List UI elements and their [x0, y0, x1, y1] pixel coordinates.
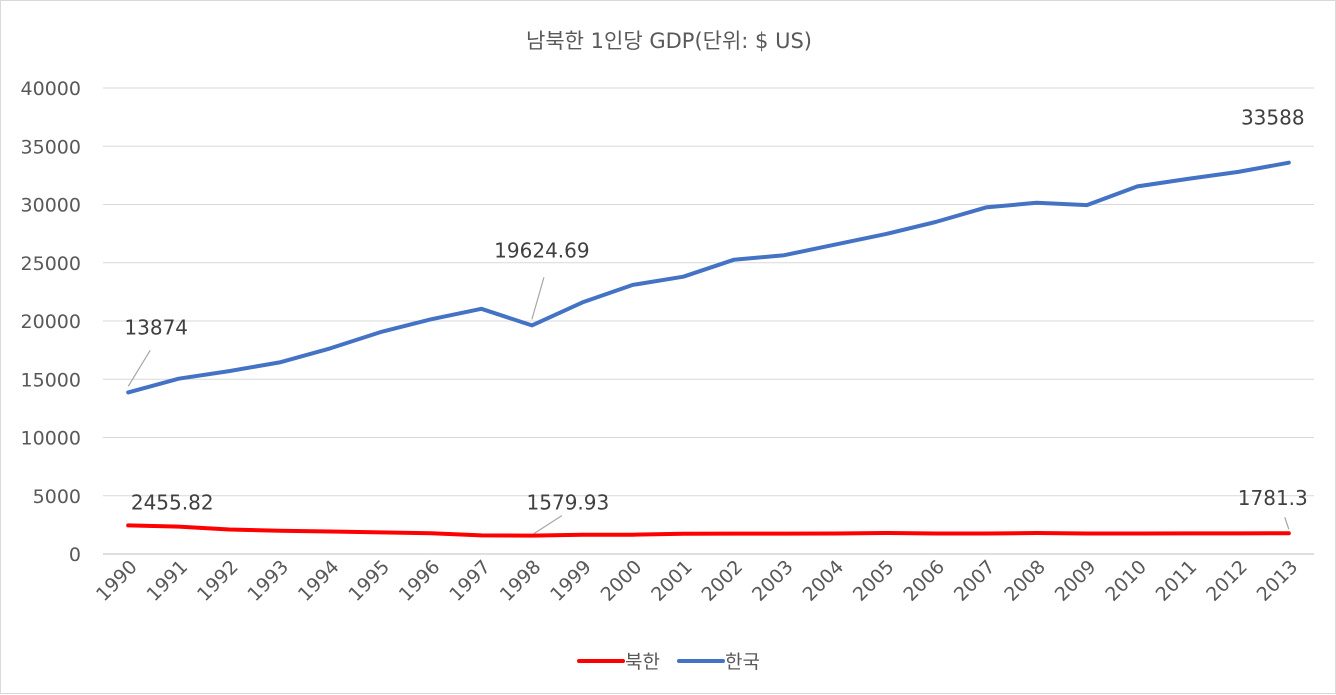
x-tick-label: 2003	[748, 556, 798, 606]
data-label-leaders	[127, 277, 1290, 535]
data-label: 1781.3	[1238, 486, 1308, 510]
x-tick-label: 2006	[899, 556, 949, 606]
series-line-south	[126, 160, 1291, 395]
data-labels: 13874 19624.69 33588 2455.82 1579.93 1781.3	[124, 106, 1307, 515]
y-tick-label: 0	[69, 544, 81, 566]
series-line-north	[126, 523, 1291, 538]
data-label: 2455.82	[131, 490, 214, 514]
x-tick-label: 2007	[950, 556, 1000, 606]
y-tick-label: 10000	[21, 428, 81, 450]
y-tick-label: 15000	[21, 369, 81, 391]
data-label-leader	[1284, 517, 1290, 530]
x-tick-label: 2001	[647, 556, 697, 606]
x-tick-label: 1991	[142, 556, 192, 606]
legend-label: 북한	[625, 651, 660, 673]
data-label: 19624.69	[494, 238, 589, 262]
x-tick-label: 1998	[496, 556, 546, 606]
x-tick-label: 1990	[92, 556, 142, 606]
data-label-leader	[533, 515, 563, 535]
data-label: 13874	[124, 315, 188, 339]
x-tick-label: 1997	[445, 556, 495, 606]
x-tick-label: 2010	[1101, 556, 1151, 606]
y-tick-label: 30000	[21, 195, 81, 217]
x-tick-label: 2004	[798, 556, 848, 606]
y-tick-label: 25000	[21, 253, 81, 275]
series-lines	[126, 160, 1291, 538]
x-tick-label: 1992	[193, 556, 243, 606]
x-tick-label: 1996	[395, 556, 445, 606]
y-tick-label: 40000	[21, 78, 81, 100]
y-tick-label: 5000	[33, 486, 81, 508]
x-tick-label: 1994	[294, 556, 344, 606]
data-label-leader	[127, 350, 151, 387]
x-tick-label: 2008	[1000, 556, 1050, 606]
x-tick-label: 2012	[1202, 556, 1252, 606]
x-tick-label: 1999	[546, 556, 596, 606]
legend: 북한 한국	[577, 651, 760, 673]
y-tick-label: 35000	[21, 136, 81, 158]
x-tick-label: 1995	[344, 556, 394, 606]
y-axis-ticks: 0 5000 10000 15000 20000 25000 30000 35000 40000	[21, 78, 81, 566]
chart-title: 남북한 1인당 GDP(단위: $ US)	[526, 29, 812, 53]
x-tick-label: 2011	[1152, 556, 1202, 606]
data-label-leader	[531, 277, 545, 320]
x-tick-label: 1993	[243, 556, 293, 606]
legend-label: 한국	[725, 651, 760, 673]
gridlines	[103, 87, 1314, 555]
x-tick-label: 2005	[849, 556, 899, 606]
x-tick-label: 2009	[1051, 556, 1101, 606]
data-label: 33588	[1241, 106, 1305, 130]
x-tick-label: 2013	[1253, 556, 1303, 606]
data-label: 1579.93	[527, 491, 610, 515]
x-tick-label: 2002	[698, 556, 748, 606]
x-axis-ticks: 1990 1991 1992 1993 1994 1995 1996 1997 1998 1999…	[92, 556, 1302, 606]
x-tick-label: 2000	[597, 556, 647, 606]
y-tick-label: 20000	[21, 311, 81, 333]
